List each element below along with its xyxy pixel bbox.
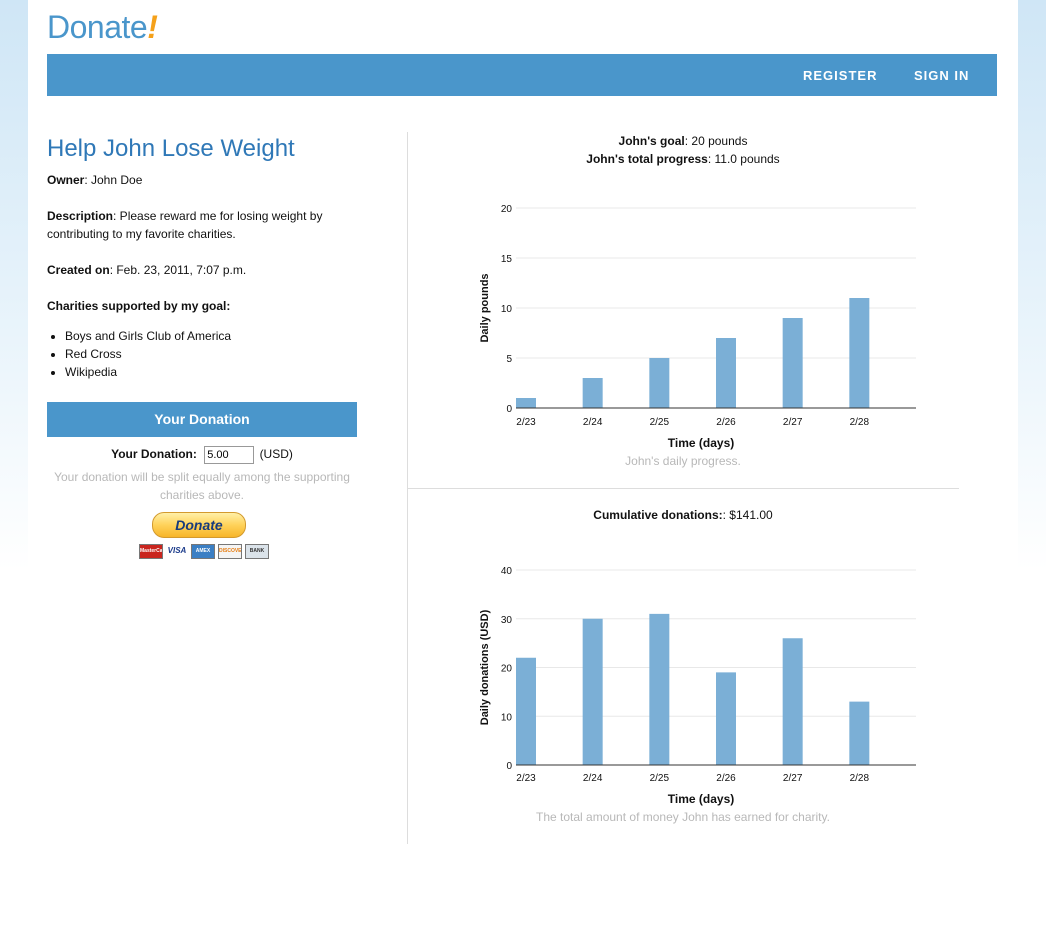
- cumulative-summary-value: : $141.00: [722, 508, 773, 522]
- y-tick-label: 0: [506, 404, 512, 415]
- description-value: : Please reward me for losing weight by …: [47, 209, 323, 241]
- bar-2-23: [516, 657, 536, 765]
- x-axis-label: Time (days): [668, 436, 734, 450]
- x-tick-label: 2/26: [716, 773, 736, 784]
- weight-chart-caption: John's daily progress.: [625, 454, 741, 468]
- goal-summary-label: John's goal: [618, 134, 685, 148]
- x-tick-label: 2/28: [850, 773, 870, 784]
- cumulative-summary-label: Cumulative donations:: [593, 508, 723, 522]
- y-tick-label: 20: [501, 664, 513, 675]
- progress-summary-value: : 11.0 pounds: [707, 152, 780, 166]
- page-container: Donate! REGISTER SIGN IN Help John Lose …: [28, 0, 1018, 951]
- charity-item: Wikipedia: [65, 363, 357, 381]
- x-axis-label: Time (days): [668, 792, 734, 806]
- weight-chart: 0 5 10 15 20 2/23 2/24 2/25 2/26 2/27 2/28 Time (da…: [479, 204, 916, 450]
- x-tick-label: 2/24: [583, 417, 603, 428]
- charity-list: Boys and Girls Club of America Red Cross…: [47, 327, 357, 381]
- bar-2-25: [649, 613, 670, 765]
- y-tick-label: 15: [501, 254, 513, 265]
- created-field: Created on: Feb. 23, 2011, 7:07 p.m.: [47, 261, 357, 279]
- visa-icon: VISA: [166, 544, 188, 557]
- y-axis-label: Daily pounds: [479, 273, 491, 342]
- chart-divider: [408, 488, 959, 489]
- donation-chart: 0 10 20 30 40 2/23 2/24 2/25 2/26 2/27 2/28 Time (d…: [479, 566, 916, 806]
- bar-2-24: [582, 618, 603, 765]
- charities-heading: Charities supported by my goal:: [47, 297, 357, 315]
- weight-summary: John's goal: 20 pounds John's total prog…: [408, 132, 958, 168]
- logo-bang: !: [147, 9, 158, 45]
- bar-2-24: [582, 378, 603, 408]
- created-value: : Feb. 23, 2011, 7:07 p.m.: [109, 263, 247, 277]
- donation-summary: Cumulative donations:: $141.00: [408, 506, 958, 524]
- y-tick-label: 20: [501, 204, 513, 215]
- x-tick-label: 2/24: [583, 773, 603, 784]
- y-axis-label: Daily donations (USD): [479, 609, 491, 725]
- goal-title: Help John Lose Weight: [47, 135, 295, 162]
- site-logo[interactable]: Donate!: [47, 9, 158, 46]
- y-tick-label: 10: [501, 712, 513, 723]
- bar-2-26: [716, 338, 736, 408]
- bar-2-26: [716, 672, 736, 765]
- cumulative-summary-line: Cumulative donations:: $141.00: [408, 506, 958, 524]
- bar-2-27: [782, 318, 803, 408]
- bar-2-23: [516, 398, 536, 408]
- owner-label: Owner: [47, 173, 85, 187]
- sign-in-link[interactable]: SIGN IN: [914, 68, 970, 83]
- x-tick-label: 2/28: [850, 417, 870, 428]
- x-tick-label: 2/27: [783, 773, 803, 784]
- column-divider: [407, 132, 408, 844]
- donation-amount-input[interactable]: [204, 446, 255, 464]
- x-tick-label: 2/23: [516, 773, 536, 784]
- y-tick-label: 40: [501, 566, 513, 577]
- page-background-right: [1018, 0, 1046, 951]
- amex-icon: AMEX: [191, 544, 215, 559]
- donate-button[interactable]: Donate: [152, 512, 246, 538]
- mastercard-icon: MasterCard: [139, 544, 163, 559]
- x-tick-label: 2/23: [516, 417, 536, 428]
- goal-details: Help John Lose Weight Owner: John Doe De…: [47, 135, 357, 381]
- donation-note: Your donation will be split equally amon…: [54, 470, 350, 502]
- x-tick-label: 2/27: [783, 417, 803, 428]
- description-label: Description: [47, 209, 114, 223]
- donation-label: Your Donation:: [111, 447, 197, 462]
- owner-field: Owner: John Doe: [47, 171, 357, 189]
- page-background-left: [0, 0, 28, 951]
- created-label: Created on: [47, 263, 110, 277]
- progress-summary-line: John's total progress: 11.0 pounds: [408, 150, 958, 168]
- progress-summary-label: John's total progress: [586, 152, 708, 166]
- charities-label: Charities supported by my goal:: [47, 299, 231, 313]
- goal-summary-line: John's goal: 20 pounds: [408, 132, 958, 150]
- y-tick-label: 0: [506, 761, 512, 772]
- logo-text: Donate: [47, 9, 148, 45]
- donation-currency: (USD): [259, 447, 293, 462]
- donation-header: Your Donation: [47, 402, 357, 437]
- top-navbar: REGISTER SIGN IN: [47, 54, 997, 96]
- owner-value: : John Doe: [84, 173, 143, 187]
- charity-item: Boys and Girls Club of America: [65, 327, 357, 345]
- x-tick-label: 2/26: [716, 417, 736, 428]
- description-field: Description: Please reward me for losing…: [47, 207, 357, 243]
- register-link[interactable]: REGISTER: [803, 68, 878, 83]
- payment-cards: MasterCard VISA AMEX DISCOVER BANK: [139, 544, 269, 559]
- discover-icon: DISCOVER: [218, 544, 242, 559]
- goal-summary-value: : 20 pounds: [684, 134, 748, 148]
- donation-chart-caption: The total amount of money John has earne…: [536, 810, 830, 824]
- bar-2-28: [849, 298, 870, 408]
- charity-item: Red Cross: [65, 345, 357, 363]
- bar-2-28: [849, 701, 870, 765]
- y-tick-label: 10: [501, 304, 513, 315]
- x-tick-label: 2/25: [650, 417, 670, 428]
- y-tick-label: 30: [501, 615, 513, 626]
- donation-row: Your Donation: (USD): [47, 446, 357, 464]
- x-tick-label: 2/25: [650, 773, 670, 784]
- bar-2-25: [649, 358, 670, 408]
- bank-icon: BANK: [245, 544, 269, 559]
- y-tick-label: 5: [506, 354, 512, 365]
- bar-2-27: [782, 638, 803, 765]
